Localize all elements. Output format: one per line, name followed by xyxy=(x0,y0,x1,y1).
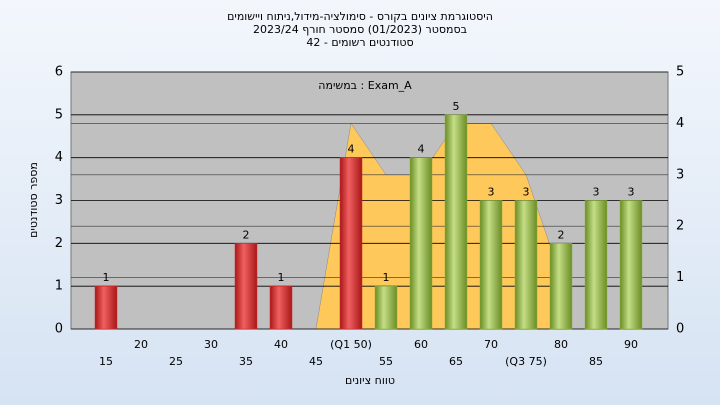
bar xyxy=(619,200,643,330)
data-label: 4 xyxy=(418,143,425,156)
annotation: במשימה : Exam_A xyxy=(318,79,412,92)
x-tick-label: 20 xyxy=(134,338,148,351)
x-tick-label: 60 xyxy=(414,338,428,351)
y-tick-label: 1 xyxy=(55,279,63,294)
data-label: 4 xyxy=(348,143,355,156)
subtitle: בסמסטר (01/2023) סמסטר חורף 2023/24 xyxy=(253,23,467,36)
bar xyxy=(479,200,503,330)
x-tick-label: (Q1 50) xyxy=(330,338,372,351)
bar xyxy=(444,114,468,330)
data-label: 1 xyxy=(278,271,285,284)
x-tick-label: 90 xyxy=(624,338,638,351)
bar xyxy=(584,200,608,330)
y-tick-label: 6 xyxy=(55,65,63,80)
data-label: 1 xyxy=(103,271,110,284)
y-axis-label: מספר סטודנטים xyxy=(27,162,40,238)
data-label: 3 xyxy=(523,186,530,199)
x-tick-label: 25 xyxy=(169,355,183,368)
y2-tick-label: 3 xyxy=(676,167,684,182)
y2-tick-label: 5 xyxy=(676,65,684,80)
bar xyxy=(549,243,573,330)
y-tick-label: 2 xyxy=(55,236,63,251)
x-axis-label: טווח ציונים xyxy=(345,374,395,387)
y-tick-label: 3 xyxy=(55,193,63,208)
x-tick-label: (Q3 75) xyxy=(505,355,547,368)
y2-tick-label: 4 xyxy=(676,116,684,131)
data-label: 3 xyxy=(628,186,635,199)
bar xyxy=(409,157,433,330)
y-tick-label: 5 xyxy=(55,107,63,122)
data-label: 2 xyxy=(243,228,250,241)
chart-title: היסטוגרמת ציונים בקורס - סימולציה-מידול,… xyxy=(227,10,493,23)
y2-tick-label: 0 xyxy=(676,322,684,337)
x-tick-label: 15 xyxy=(99,355,113,368)
x-tick-label: 70 xyxy=(484,338,498,351)
x-tick-label: 45 xyxy=(309,355,323,368)
bar xyxy=(234,243,258,330)
bar xyxy=(269,285,293,330)
x-tick-label: 80 xyxy=(554,338,568,351)
x-tick-label: 55 xyxy=(379,355,393,368)
data-label: 3 xyxy=(488,186,495,199)
data-label: 5 xyxy=(453,100,460,113)
x-tick-label: 85 xyxy=(589,355,603,368)
y2-tick-label: 1 xyxy=(676,270,684,285)
subtitle: סטודנטים רשומים - 42 xyxy=(306,36,413,49)
x-tick-label: 40 xyxy=(274,338,288,351)
x-tick-label: 65 xyxy=(449,355,463,368)
y-tick-label: 0 xyxy=(55,322,63,337)
y2-tick-label: 2 xyxy=(676,219,684,234)
data-label: 1 xyxy=(383,271,390,284)
data-label: 2 xyxy=(558,228,565,241)
bar xyxy=(374,285,398,330)
x-tick-label: 30 xyxy=(204,338,218,351)
bar xyxy=(94,285,118,330)
bar xyxy=(514,200,538,330)
x-tick-label: 35 xyxy=(239,355,253,368)
bar xyxy=(339,157,363,330)
data-label: 3 xyxy=(593,186,600,199)
y-tick-label: 4 xyxy=(55,150,63,165)
